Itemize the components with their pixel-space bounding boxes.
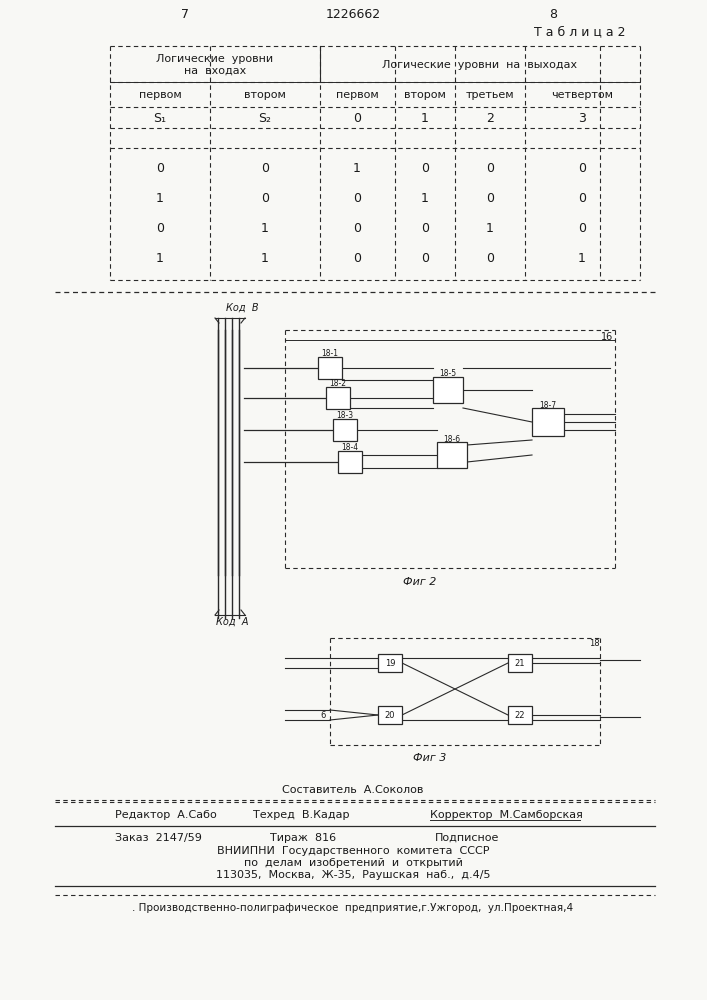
Bar	[318, 357, 342, 379]
Text: 0: 0	[353, 192, 361, 205]
Text: Код  В: Код В	[226, 303, 258, 313]
Text: четвертом: четвертом	[551, 90, 613, 100]
Text: 1: 1	[353, 161, 361, 174]
Text: 0: 0	[486, 192, 494, 205]
Text: 1: 1	[421, 192, 429, 205]
Text: втором: втором	[244, 90, 286, 100]
Text: втором: втором	[404, 90, 446, 100]
Bar	[508, 706, 532, 724]
Text: 20: 20	[385, 710, 395, 720]
Text: Техред  В.Кадар: Техред В.Кадар	[253, 810, 349, 820]
Text: 8: 8	[549, 8, 557, 21]
Bar	[508, 654, 532, 672]
Text: Код  А: Код А	[216, 617, 248, 627]
Text: 1: 1	[261, 251, 269, 264]
Text: по  делам  изобретений  и  открытий: по делам изобретений и открытий	[244, 858, 462, 868]
Text: 0: 0	[353, 112, 361, 125]
Text: 16: 16	[601, 332, 613, 342]
Text: ВНИИПНИ  Государственного  комитета  СССР: ВНИИПНИ Государственного комитета СССР	[217, 846, 489, 856]
Text: 0: 0	[421, 161, 429, 174]
Bar	[433, 377, 463, 403]
Text: Подписное: Подписное	[435, 833, 499, 843]
Text: 1226662: 1226662	[325, 8, 380, 21]
Text: 18-4: 18-4	[341, 444, 358, 452]
Text: 22: 22	[515, 710, 525, 720]
Text: 6: 6	[320, 712, 326, 720]
Text: 0: 0	[353, 222, 361, 234]
Text: 0: 0	[421, 251, 429, 264]
Text: 0: 0	[486, 161, 494, 174]
Text: 1: 1	[261, 222, 269, 234]
Text: Логические  уровни  на  выходах: Логические уровни на выходах	[382, 60, 578, 70]
Text: 1: 1	[421, 112, 429, 125]
Text: Заказ  2147/59: Заказ 2147/59	[115, 833, 202, 843]
Text: 7: 7	[181, 8, 189, 21]
Text: третьем: третьем	[466, 90, 514, 100]
Text: 18-7: 18-7	[539, 400, 556, 410]
Bar	[338, 451, 362, 473]
Text: Составитель  А.Соколов: Составитель А.Соколов	[282, 785, 423, 795]
Text: 18: 18	[589, 640, 600, 648]
Text: 18-1: 18-1	[322, 350, 339, 359]
Text: 1: 1	[578, 251, 586, 264]
Bar	[326, 387, 350, 409]
Text: Т а б л и ц а 2: Т а б л и ц а 2	[534, 25, 626, 38]
Text: 1: 1	[486, 222, 494, 234]
Text: 0: 0	[156, 161, 164, 174]
Text: первом: первом	[336, 90, 378, 100]
Text: Корректор  М.Самборская: Корректор М.Самборская	[430, 810, 583, 820]
Text: первом: первом	[139, 90, 182, 100]
Bar	[532, 408, 564, 436]
Bar	[378, 706, 402, 724]
Text: 18-5: 18-5	[440, 369, 457, 378]
Text: 0: 0	[261, 161, 269, 174]
Text: Редактор  А.Сабо: Редактор А.Сабо	[115, 810, 217, 820]
Text: Фиг 3: Фиг 3	[414, 753, 447, 763]
Text: 3: 3	[578, 112, 586, 125]
Text: 0: 0	[486, 251, 494, 264]
Text: 0: 0	[261, 192, 269, 205]
Text: 2: 2	[486, 112, 494, 125]
Text: 0: 0	[578, 192, 586, 205]
Bar	[333, 419, 357, 441]
Text: Логические  уровни
на  входах: Логические уровни на входах	[156, 54, 274, 76]
Text: 1: 1	[156, 192, 164, 205]
Text: Тираж  816: Тираж 816	[270, 833, 336, 843]
Text: 0: 0	[353, 251, 361, 264]
Text: 113035,  Москва,  Ж-35,  Раушская  наб.,  д.4/5: 113035, Москва, Ж-35, Раушская наб., д.4…	[216, 870, 490, 880]
Bar	[437, 442, 467, 468]
Text: S₁: S₁	[153, 112, 167, 125]
Text: S₂: S₂	[259, 112, 271, 125]
Text: Фиг 2: Фиг 2	[403, 577, 437, 587]
Text: . Производственно-полиграфическое  предприятие,г.Ужгород,  ул.Проектная,4: . Производственно-полиграфическое предпр…	[132, 903, 573, 913]
Text: 18-6: 18-6	[443, 434, 460, 444]
Text: 1: 1	[156, 251, 164, 264]
Text: 18-3: 18-3	[337, 412, 354, 420]
Bar	[378, 654, 402, 672]
Text: 0: 0	[421, 222, 429, 234]
Text: 0: 0	[578, 161, 586, 174]
Text: 18-2: 18-2	[329, 379, 346, 388]
Text: 0: 0	[156, 222, 164, 234]
Text: 21: 21	[515, 658, 525, 668]
Text: 0: 0	[578, 222, 586, 234]
Text: 19: 19	[385, 658, 395, 668]
